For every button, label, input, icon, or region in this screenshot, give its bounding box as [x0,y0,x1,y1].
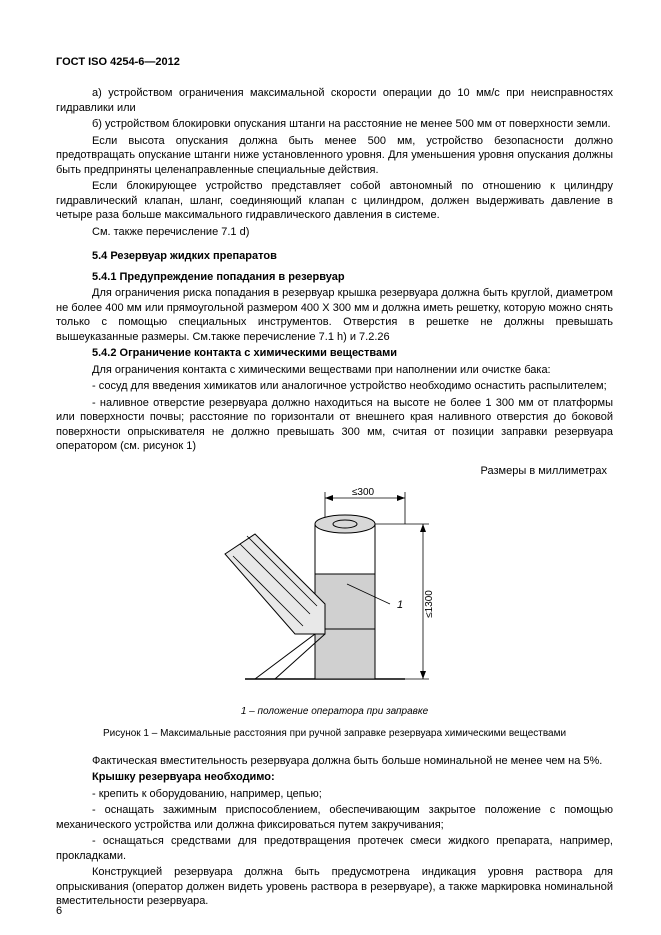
para-5: См. также перечисление 7.1 d) [56,225,613,240]
dim-v-label: ≤1300 [424,590,435,618]
para-6: Для ограничения риска попадания в резерв… [56,286,613,344]
figure-1: ≤300 ≤1300 1 [56,484,613,697]
caption-italic: 1 – положение оператора при заправке [56,705,613,718]
page-number: 6 [56,905,62,917]
para-9: - наливное отверстие резервуара должно н… [56,396,613,454]
para-a: а) устройством ограничения максимальной … [56,86,613,115]
para-11: - крепить к оборудованию, например, цепь… [56,787,613,802]
doc-header: ГОСТ ISO 4254-6—2012 [56,56,613,68]
section-5-4: 5.4 Резервуар жидких препаратов [56,249,613,264]
caption: Рисунок 1 – Максимальные расстояния при … [56,727,613,740]
para-8: - сосуд для введения химикатов или анало… [56,379,613,394]
fig-label-1: 1 [397,599,403,611]
section-5-4-2: 5.4.2 Ограничение контакта с химическими… [56,346,613,361]
figure-svg: ≤300 ≤1300 1 [185,484,485,694]
para-10: Фактическая вместительность резервуара д… [56,754,613,769]
dim-h-label: ≤300 [351,487,374,498]
dim-note: Размеры в миллиметрах [56,464,607,479]
para-4: Если блокирующее устройство представляет… [56,179,613,223]
para-3: Если высота опускания должна быть менее … [56,134,613,178]
para-12: - оснащать зажимным приспособлением, обе… [56,803,613,832]
para-7: Для ограничения контакта с химическими в… [56,363,613,378]
lid-title-bold: Крышку резервуара необходимо: [92,771,275,783]
lid-title: Крышку резервуара необходимо: [56,770,613,785]
page: ГОСТ ISO 4254-6—2012 а) устройством огра… [0,0,661,931]
chute [225,534,325,634]
para-14: Конструкцией резервуара должна быть пред… [56,865,613,909]
para-b: б) устройством блокировки опускания штан… [56,117,613,132]
para-13: - оснащаться средствами для предотвращен… [56,834,613,863]
section-5-4-1: 5.4.1 Предупреждение попадания в резерву… [56,270,613,285]
